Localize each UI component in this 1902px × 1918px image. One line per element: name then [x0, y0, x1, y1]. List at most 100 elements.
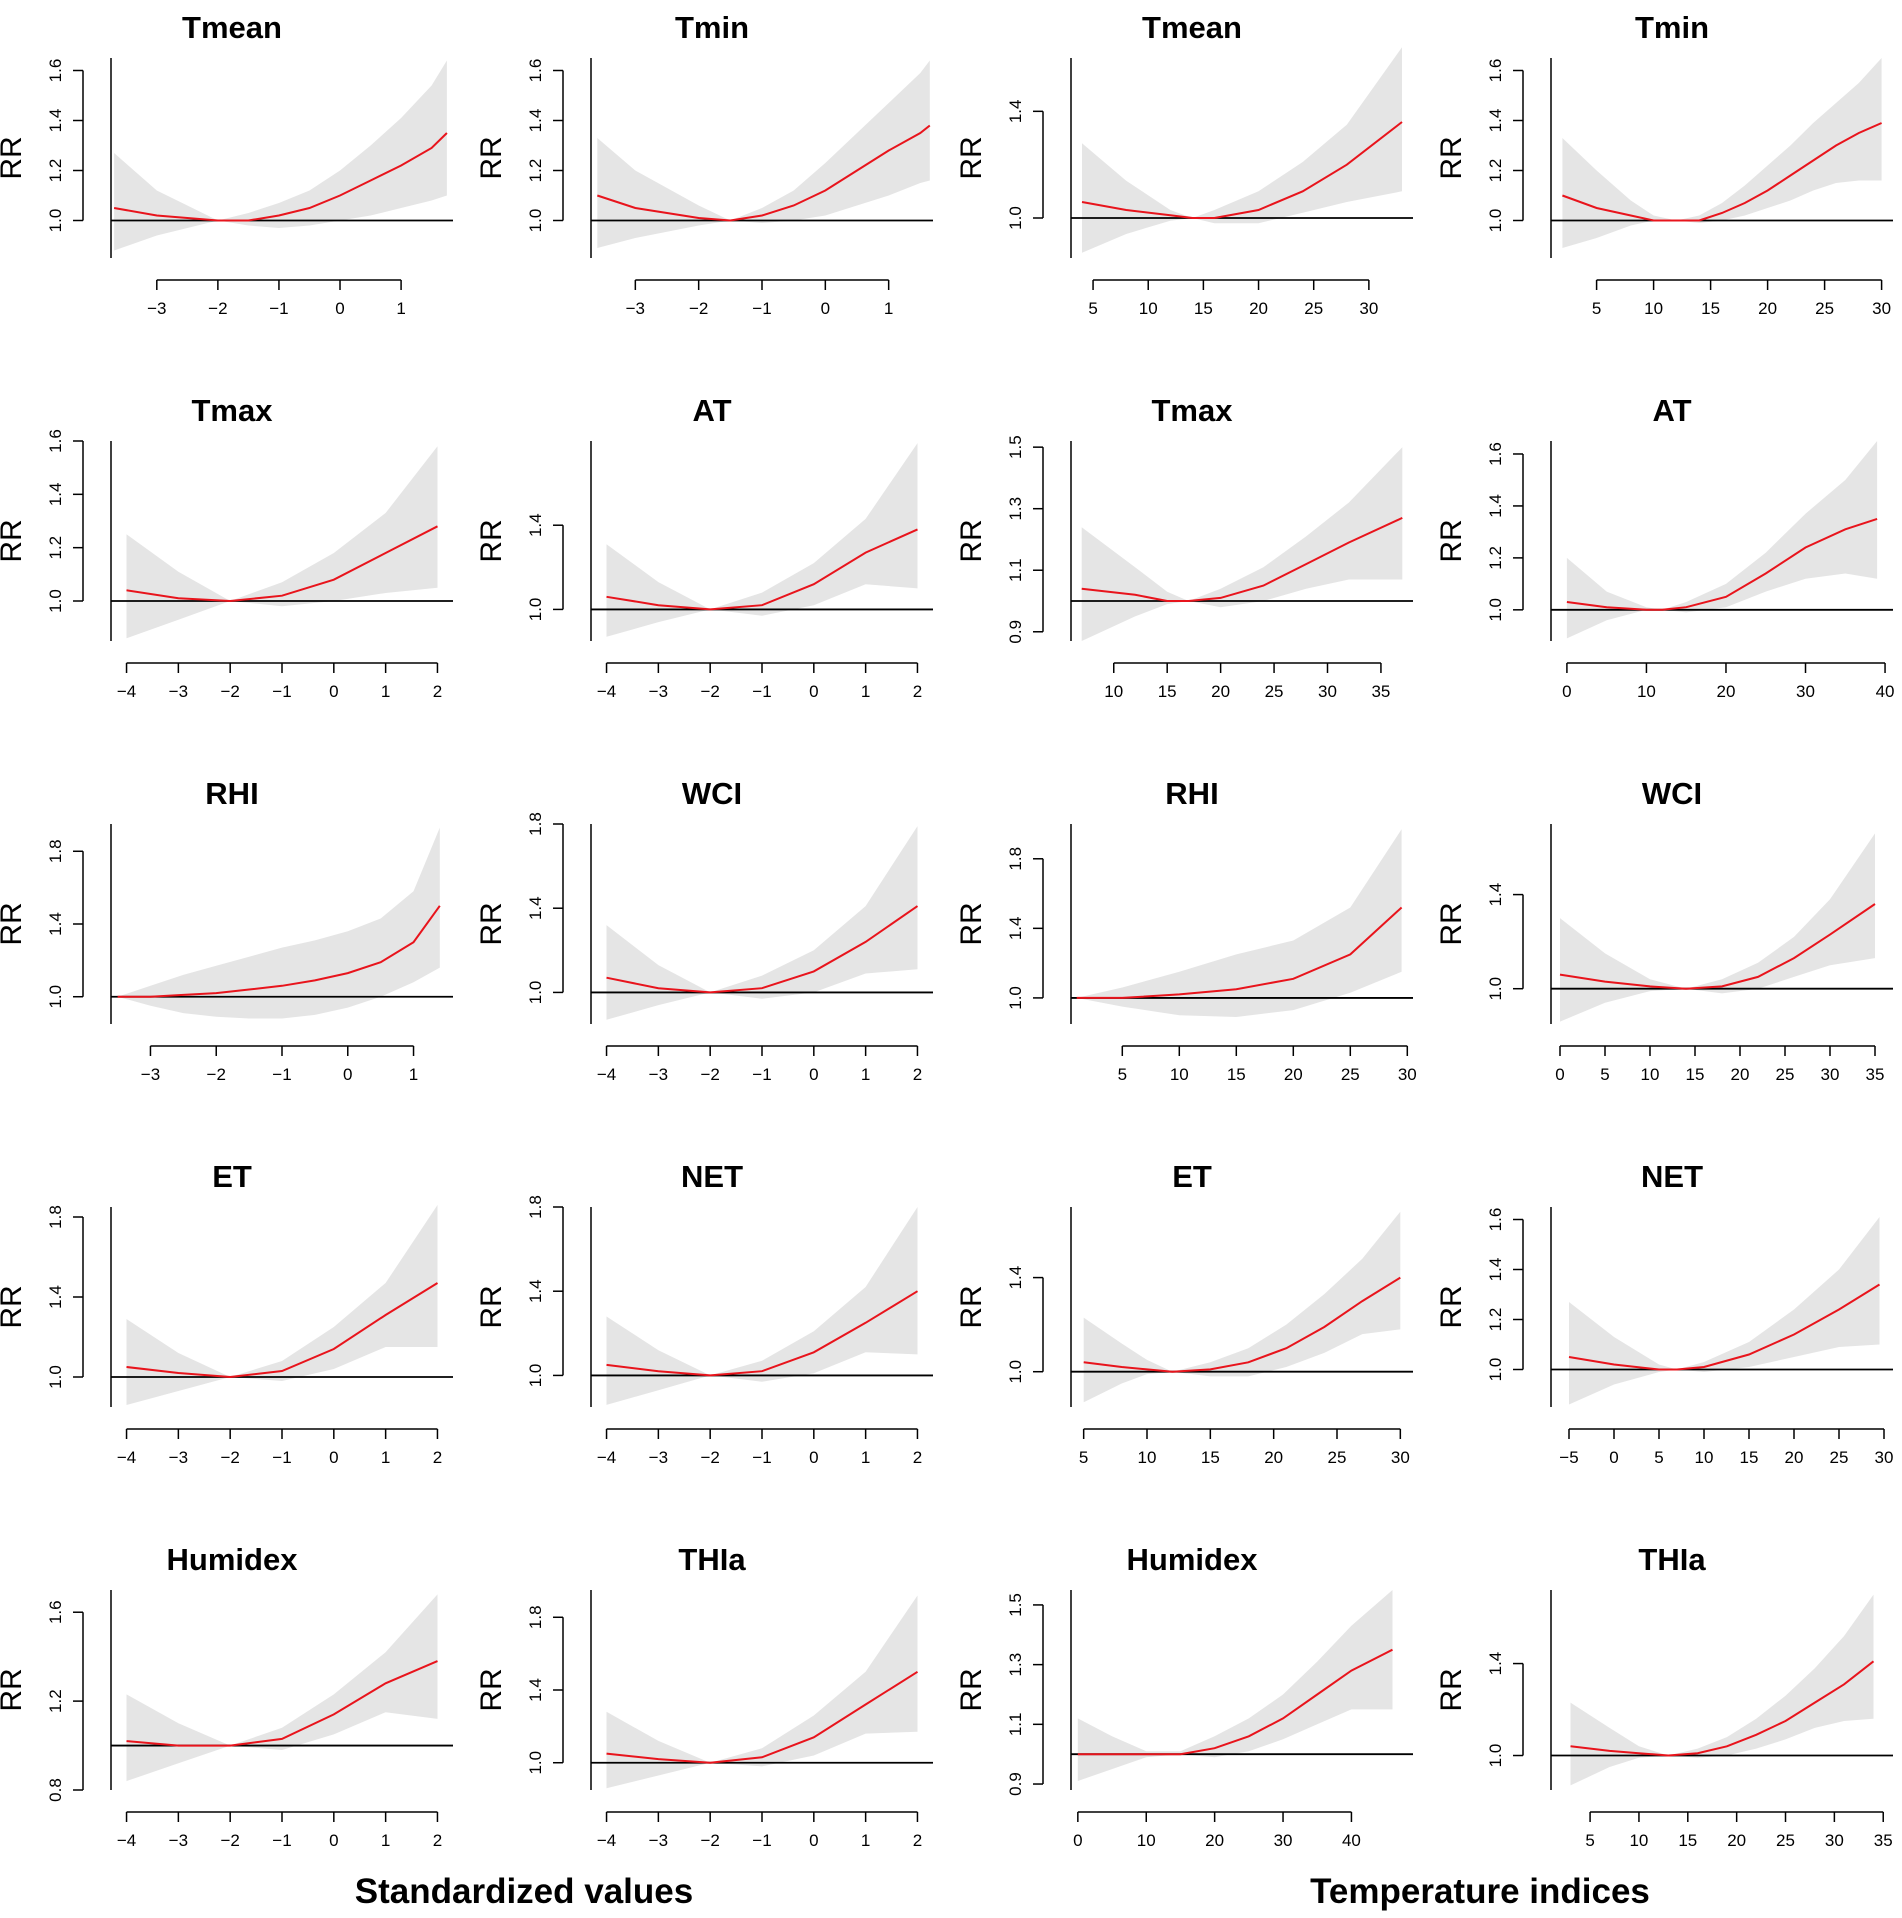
x-tick-label: −2: [207, 1065, 226, 1084]
confidence-band: [606, 1595, 918, 1789]
x-tick-label: −4: [597, 1831, 616, 1850]
rr-curve: [113, 132, 448, 222]
y-tick-label: 1.0: [46, 209, 65, 233]
x-tick-label: 1: [861, 682, 870, 701]
x-tick-label: −4: [117, 682, 136, 701]
x-tick-label: 10: [1137, 1831, 1156, 1850]
x-tick-label: −4: [597, 682, 616, 701]
panel-title: ET: [212, 1159, 252, 1194]
panel-title: NET: [681, 1159, 743, 1194]
x-tick-label: 0: [329, 682, 338, 701]
x-tick-label: 25: [1776, 1065, 1795, 1084]
panel-temperature-tmin: 1.0 1.2 1.4 1.6 5 10 15 20 25 30 Tmin RR: [1435, 10, 1893, 318]
confidence-band: [606, 443, 918, 637]
x-tick-label: −3: [649, 682, 668, 701]
x-tick-label: 30: [1875, 1448, 1894, 1467]
x-tick-label: −1: [269, 299, 288, 318]
x-tick-label: −2: [700, 1448, 719, 1467]
x-tick-label: 30: [1318, 682, 1337, 701]
x-tick-label: 30: [1391, 1448, 1410, 1467]
panel-standardized-at: 1.0 1.4 −4 −3 −2 −1 0 1 2 AT RR: [475, 393, 933, 701]
x-tick-label: 5: [1654, 1448, 1663, 1467]
x-tick-label: 1: [381, 1448, 390, 1467]
x-tick-label: −1: [752, 682, 771, 701]
panel-title: Tmin: [1635, 10, 1709, 45]
x-tick-label: 10: [1644, 299, 1663, 318]
confidence-band: [1569, 1217, 1880, 1405]
x-tick-label: 20: [1758, 299, 1777, 318]
x-tick-label: 5: [1088, 299, 1097, 318]
y-tick-label: 1.5: [1006, 1593, 1025, 1617]
x-tick-label: −1: [752, 1065, 771, 1084]
x-tick-label: 2: [433, 1448, 442, 1467]
y-tick-label: 1.4: [1486, 1652, 1505, 1676]
y-tick-label: 1.3: [1006, 1653, 1025, 1677]
y-tick-label: 1.6: [46, 429, 65, 453]
x-tick-label: 25: [1830, 1448, 1849, 1467]
x-tick-label: 20: [1717, 682, 1736, 701]
x-tick-label: 10: [1104, 682, 1123, 701]
y-tick-label: 0.9: [1006, 1772, 1025, 1796]
x-tick-label: 1: [884, 299, 893, 318]
x-tick-label: −4: [597, 1448, 616, 1467]
x-tick-label: 15: [1678, 1831, 1697, 1850]
y-axis-title: RR: [1435, 136, 1468, 179]
x-tick-label: 5: [1118, 1065, 1127, 1084]
x-tick-label: −2: [700, 682, 719, 701]
panel-standardized-humidex: 0.8 1.2 1.6 −4 −3 −2 −1 0 1 2 Humidex RR: [0, 1542, 453, 1850]
x-tick-label: 0: [1555, 1065, 1564, 1084]
rr-curve: [606, 905, 919, 994]
y-tick-label: 1.4: [1486, 494, 1505, 518]
x-tick-label: −2: [208, 299, 227, 318]
x-tick-label: −1: [272, 1065, 291, 1084]
y-axis-title: RR: [475, 519, 508, 562]
confidence-band: [1560, 833, 1875, 1022]
y-tick-label: 1.0: [1486, 1358, 1505, 1382]
confidence-band: [606, 826, 918, 1020]
panel-standardized-rhi: 1.0 1.4 1.8 −3 −2 −1 0 1 RHI RR: [0, 776, 453, 1084]
rr-curve: [117, 905, 441, 998]
y-tick-label: 1.4: [526, 513, 545, 537]
rr-curve: [1083, 1276, 1401, 1373]
x-tick-label: −2: [700, 1831, 719, 1850]
panel-title: WCI: [1642, 776, 1702, 811]
x-tick-label: 30: [1274, 1831, 1293, 1850]
x-tick-label: 2: [433, 682, 442, 701]
x-tick-label: 15: [1740, 1448, 1759, 1467]
y-tick-label: 1.6: [526, 59, 545, 83]
x-tick-label: 0: [821, 299, 830, 318]
y-tick-label: 1.4: [1006, 1266, 1025, 1290]
x-tick-label: 30: [1398, 1065, 1417, 1084]
x-tick-label: 1: [396, 299, 405, 318]
x-tick-label: 0: [809, 1065, 818, 1084]
y-axis-title: RR: [1435, 1668, 1468, 1711]
rr-curve: [1559, 903, 1876, 990]
rr-curve: [1562, 122, 1883, 222]
panel-title: RHI: [1165, 776, 1218, 811]
panel-title: Tmean: [182, 10, 282, 45]
panel-title: Tmin: [675, 10, 749, 45]
x-tick-label: 10: [1170, 1065, 1189, 1084]
x-tick-label: 15: [1686, 1065, 1705, 1084]
y-axis-title: RR: [0, 519, 28, 562]
panel-standardized-tmin: 1.0 1.2 1.4 1.6 −3 −2 −1 0 1 Tmin RR: [475, 10, 933, 318]
x-tick-label: 1: [381, 682, 390, 701]
x-tick-label: 25: [1265, 682, 1284, 701]
y-axis-title: RR: [955, 902, 988, 945]
x-tick-label: 15: [1158, 682, 1177, 701]
x-tick-label: 0: [809, 682, 818, 701]
y-axis-title: RR: [1435, 902, 1468, 945]
group-label-temperature: Temperature indices: [1310, 1872, 1650, 1911]
y-axis-title: RR: [955, 1285, 988, 1328]
rr-curve: [126, 1282, 439, 1379]
panel-standardized-et: 1.0 1.4 1.8 −4 −3 −2 −1 0 1 2 ET RR: [0, 1159, 453, 1467]
x-tick-label: 20: [1264, 1448, 1283, 1467]
confidence-band: [606, 1207, 918, 1405]
x-tick-label: 30: [1821, 1065, 1840, 1084]
x-tick-label: 15: [1201, 1448, 1220, 1467]
x-tick-label: −1: [752, 299, 771, 318]
x-tick-label: 15: [1701, 299, 1720, 318]
panel-standardized-tmean: 1.0 1.2 1.4 1.6 −3 −2 −1 0 1 Tmean RR: [0, 10, 453, 318]
y-axis-title: RR: [0, 1285, 28, 1328]
